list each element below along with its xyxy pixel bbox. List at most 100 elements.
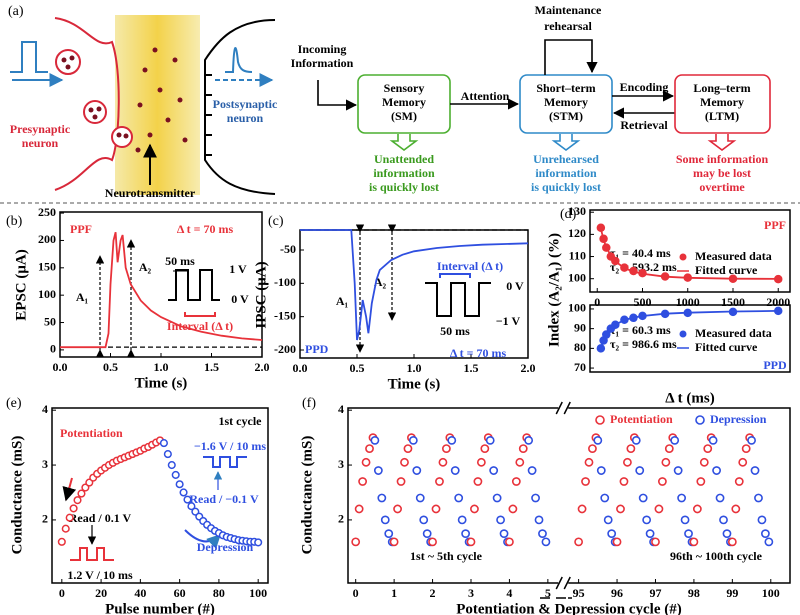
data-point — [354, 504, 364, 514]
sm-box-text: (SM) — [391, 109, 417, 123]
legend-label: Fitted curve — [695, 263, 758, 277]
x-axis-label: Potentiation & Depression cycle (#) — [456, 601, 682, 615]
data-point — [581, 477, 590, 486]
data-point — [187, 502, 196, 511]
data-point — [654, 504, 664, 514]
data-point — [470, 504, 479, 514]
data-point — [515, 457, 525, 467]
data-point — [438, 457, 448, 467]
y-tick-label: -50 — [280, 242, 296, 256]
data-point — [727, 537, 737, 547]
x-tick-label: 2.0 — [255, 360, 270, 374]
data-point — [361, 457, 371, 467]
x-tick-label: 1000 — [676, 295, 700, 309]
data-point — [179, 488, 188, 497]
incoming-label: Incoming — [298, 42, 347, 56]
presynaptic-label: Presynaptic — [10, 122, 71, 136]
synapse-illustration — [10, 15, 276, 195]
y-tick-label: 3 — [42, 457, 48, 471]
data-point — [689, 537, 699, 547]
data-point — [73, 496, 82, 505]
maintenance-label: rehearsal — [544, 19, 592, 33]
data-point — [422, 529, 432, 539]
annotation: PPF — [764, 218, 786, 232]
data-point — [600, 493, 610, 503]
x-tick-label: 0 — [594, 295, 600, 309]
data-point — [738, 457, 748, 467]
x-tick-label: 1500 — [721, 295, 745, 309]
x-tick-label: 95 — [573, 586, 585, 600]
data-point — [661, 457, 671, 467]
data-point — [461, 529, 471, 539]
x-tick-label: 0.0 — [293, 361, 308, 375]
x-tick-label: 100 — [762, 586, 780, 600]
data-point — [393, 504, 402, 514]
x-tick-label: 97 — [649, 586, 661, 600]
panel-label: (e) — [6, 396, 22, 411]
data-point — [534, 515, 544, 525]
x-tick-label: 1 — [391, 586, 397, 600]
data-point — [400, 457, 409, 467]
x-tick-label: 40 — [134, 586, 146, 600]
postsynaptic-label: neuron — [227, 111, 264, 125]
data-line — [300, 229, 529, 341]
x-tick-label: 0.5 — [103, 360, 118, 374]
data-point — [508, 504, 518, 514]
data-point — [454, 493, 464, 503]
data-point — [741, 444, 751, 453]
data-point — [441, 444, 451, 453]
data-point — [531, 493, 540, 503]
annotation: τ₂ = 986.6 ms — [610, 337, 677, 351]
data-point — [619, 477, 629, 486]
data-point — [524, 435, 534, 445]
annotation: 0 V — [231, 292, 249, 306]
axis-break — [555, 401, 571, 415]
annotation: Potentiation — [60, 426, 123, 440]
y-tick-label: 50 — [44, 314, 56, 328]
data-point — [447, 435, 457, 445]
panel-label: (f) — [302, 396, 316, 411]
y-tick-label: 2 — [42, 512, 48, 526]
annotation: −1 V — [496, 314, 521, 328]
legend-marker — [595, 415, 605, 425]
axis-break-gap — [558, 575, 569, 591]
data-point — [380, 515, 390, 525]
incoming-label: Information — [291, 56, 354, 70]
y-tick-label: 4 — [42, 402, 48, 416]
annotation: 1st ~ 5th cycle — [410, 549, 483, 563]
data-point — [642, 515, 652, 525]
y-axis-label: EPSC (μA) — [13, 249, 29, 320]
data-point — [457, 515, 467, 525]
data-point — [703, 444, 713, 453]
x-tick-label: 0.0 — [53, 360, 68, 374]
data-point — [584, 457, 594, 467]
y-tick-label: 2 — [338, 512, 344, 526]
data-point — [596, 344, 606, 353]
annotation: 0 V — [506, 279, 524, 293]
data-point — [699, 457, 709, 467]
y-tick-label: 130 — [568, 204, 586, 218]
data-point — [731, 504, 741, 514]
data-point — [77, 489, 86, 498]
data-point — [351, 537, 361, 547]
annotation: PPD — [305, 342, 329, 356]
legend-label: Depression — [710, 412, 767, 426]
data-point — [677, 493, 687, 503]
data-point — [623, 457, 632, 467]
data-point — [65, 513, 74, 522]
data-point — [722, 529, 732, 539]
annotation: Interval (Δ t) — [437, 259, 503, 273]
y-tick-label: 110 — [569, 248, 586, 262]
x-tick-label: 1.5 — [464, 361, 479, 375]
stm-box-text: (STM) — [549, 109, 583, 123]
plot-frame — [51, 407, 269, 584]
ltm-loss: may be lost — [693, 166, 751, 180]
data-point — [480, 444, 490, 453]
x-tick-label: 20 — [95, 586, 107, 600]
data-point — [612, 537, 622, 547]
data-point — [631, 435, 641, 445]
data-point — [428, 537, 437, 547]
legend-label: Measured data — [695, 326, 772, 340]
data-point — [747, 435, 756, 445]
plot-frame — [299, 229, 529, 359]
